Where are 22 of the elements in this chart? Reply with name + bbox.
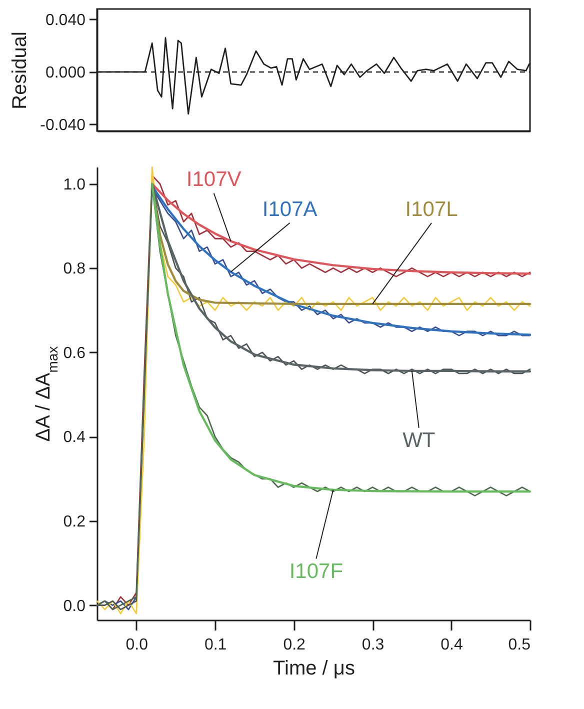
y-tick-label: 0.8 [63, 260, 86, 278]
text: I107F [289, 560, 344, 583]
text: WT [402, 428, 436, 452]
x-tick-label: 0.3 [362, 636, 384, 654]
y-tick-label: 0.4 [63, 429, 86, 446]
y-tick-label: 0.0 [63, 598, 86, 615]
series-label: I107V [186, 168, 242, 192]
x-tick-label: 0.4 [440, 636, 463, 654]
text: I107A [262, 198, 318, 221]
text: I107L [405, 198, 458, 221]
y-tick-label: 1.0 [63, 176, 86, 194]
y-tick-label: 0.2 [63, 513, 86, 530]
x-tick-label: 0.5 [508, 636, 531, 654]
x-tick-label: 0.1 [204, 636, 227, 654]
x-axis-title: Time / μs [273, 658, 355, 680]
y-tick-label: -0.040 [40, 116, 86, 134]
x-tick-label: 0.0 [126, 636, 148, 654]
y-tick-label: 0.6 [63, 344, 86, 362]
x-tick-label: 0.2 [283, 636, 306, 654]
y-tick-label: 0.040 [45, 12, 86, 29]
y-tick-label: 0.000 [45, 64, 86, 82]
y-axis-title: Residual [9, 32, 32, 110]
